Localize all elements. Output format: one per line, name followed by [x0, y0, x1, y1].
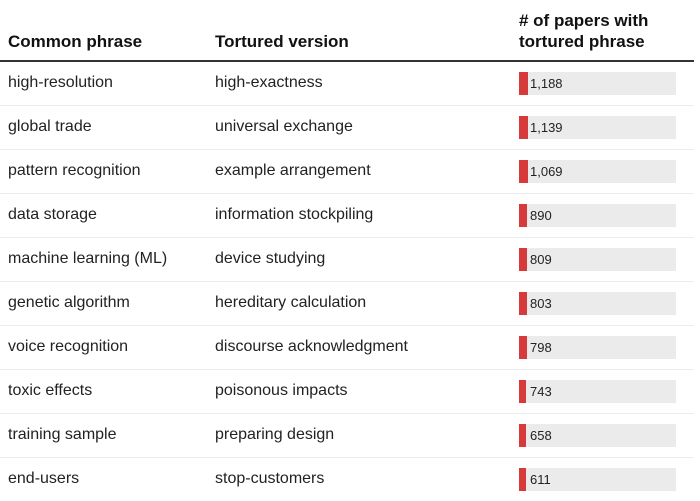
common-phrase-cell: data storage [8, 206, 97, 223]
bar [519, 380, 526, 403]
common-phrase-cell: high-resolution [8, 74, 113, 91]
tortured-version-cell: universal exchange [215, 118, 353, 135]
bar [519, 160, 528, 183]
bar-value-label: 1,139 [530, 120, 563, 135]
bar-track [519, 292, 676, 315]
tortured-version-cell: example arrangement [215, 162, 371, 179]
table-row: end-users stop-customers 611 [0, 458, 694, 501]
bar-track [519, 160, 676, 183]
table-row: machine learning (ML) device studying 809 [0, 238, 694, 282]
paper-count-cell: 611 [519, 468, 676, 491]
bar [519, 336, 527, 359]
common-phrase-cell: end-users [8, 470, 80, 487]
common-phrase-cell: global trade [8, 118, 92, 135]
bar-value-label: 890 [530, 208, 552, 223]
bar [519, 248, 527, 271]
common-phrase-cell: pattern recognition [8, 162, 141, 179]
paper-count-cell: 803 [519, 292, 676, 315]
paper-count-cell: 798 [519, 336, 676, 359]
bar-track [519, 336, 676, 359]
paper-count-cell: 1,139 [519, 116, 676, 139]
bar [519, 72, 528, 95]
table-row: high-resolution high-exactness 1,188 [0, 62, 694, 106]
tortured-version-cell: information stockpiling [215, 206, 374, 223]
common-phrase-cell: training sample [8, 426, 117, 443]
table-body: high-resolution high-exactness 1,188 global… [0, 62, 694, 501]
bar-track [519, 204, 676, 227]
table-row: toxic effects poisonous impacts 743 [0, 370, 694, 414]
paper-count-cell: 890 [519, 204, 676, 227]
bar-value-label: 611 [530, 472, 551, 487]
header-common-phrase: Common phrase [8, 32, 143, 51]
common-phrase-cell: genetic algorithm [8, 294, 130, 311]
table-row: genetic algorithm hereditary calculation 8… [0, 282, 694, 326]
bar-value-label: 1,188 [530, 76, 563, 91]
bar-track [519, 72, 676, 95]
table-row: training sample preparing design 658 [0, 414, 694, 458]
bar-track [519, 116, 676, 139]
table-row: data storage information stockpiling 890 [0, 194, 694, 238]
tortured-version-cell: stop-customers [215, 470, 325, 487]
bar-track [519, 380, 676, 403]
bar-track [519, 468, 676, 491]
paper-count-cell: 809 [519, 248, 676, 271]
bar [519, 424, 526, 447]
header-tortured-version: Tortured version [215, 32, 349, 51]
bar-track [519, 248, 676, 271]
header-paper-count: # of papers with tortured phrase [519, 10, 689, 52]
bar [519, 204, 527, 227]
bar-value-label: 803 [530, 296, 552, 311]
tortured-version-cell: high-exactness [215, 74, 323, 91]
tortured-version-cell: device studying [215, 250, 326, 267]
bar-value-label: 1,069 [530, 164, 563, 179]
bar-value-label: 658 [530, 428, 552, 443]
table-row: global trade universal exchange 1,139 [0, 106, 694, 150]
paper-count-cell: 743 [519, 380, 676, 403]
paper-count-cell: 1,188 [519, 72, 676, 95]
bar [519, 468, 526, 491]
bar-value-label: 743 [530, 384, 552, 399]
table-row: voice recognition discourse acknowledgmen… [0, 326, 694, 370]
tortured-version-cell: hereditary calculation [215, 294, 367, 311]
bar-value-label: 809 [530, 252, 552, 267]
bar [519, 292, 527, 315]
table-row: pattern recognition example arrangement 1,… [0, 150, 694, 194]
common-phrase-cell: voice recognition [8, 338, 129, 355]
tortured-version-cell: discourse acknowledgment [215, 338, 408, 355]
bar [519, 116, 528, 139]
header-paper-count-line1: # of papers with [519, 11, 649, 30]
common-phrase-cell: toxic effects [8, 382, 93, 399]
header-paper-count-line2: tortured phrase [519, 32, 645, 51]
bar-value-label: 798 [530, 340, 552, 355]
tortured-version-cell: preparing design [215, 426, 335, 443]
paper-count-cell: 1,069 [519, 160, 676, 183]
common-phrase-cell: machine learning (ML) [8, 250, 168, 267]
bar-track [519, 424, 676, 447]
table-header: Common phrase Tortured version # of pape… [0, 0, 694, 62]
tortured-version-cell: poisonous impacts [215, 382, 348, 399]
paper-count-cell: 658 [519, 424, 676, 447]
